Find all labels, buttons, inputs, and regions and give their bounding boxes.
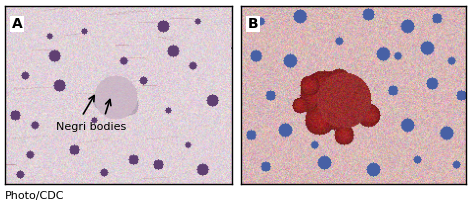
Text: A: A [12,17,22,31]
Text: B: B [248,17,258,31]
Text: Photo/CDC: Photo/CDC [5,191,64,201]
Text: Negri bodies: Negri bodies [56,122,126,132]
